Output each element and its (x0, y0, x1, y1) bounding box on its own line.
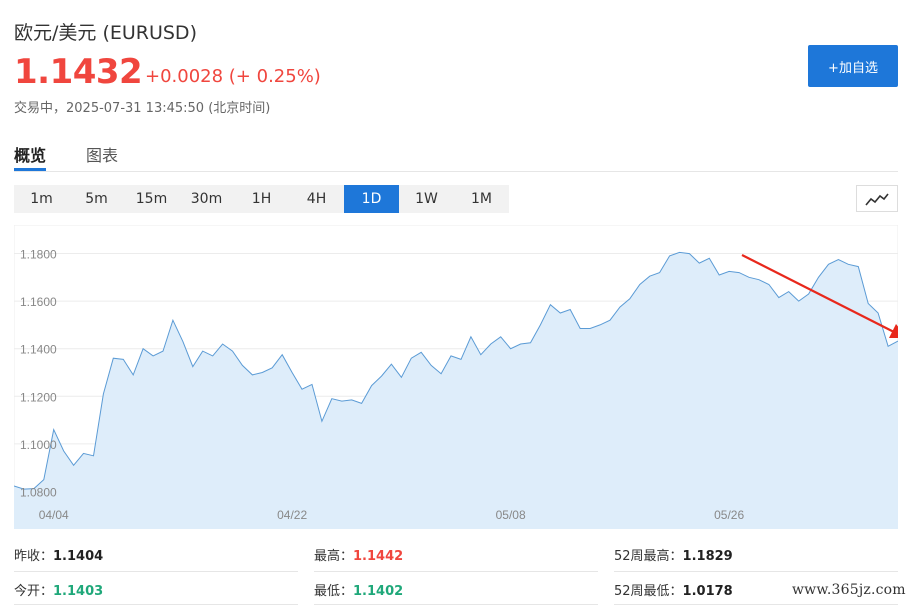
stat-label: 最高： (314, 549, 354, 564)
stat-value: 1.1402 (353, 584, 404, 599)
period-1h[interactable]: 1H (251, 191, 272, 207)
period-1mo[interactable]: 1M (471, 191, 492, 207)
price-area (14, 252, 898, 529)
x-tick-label: 05/08 (496, 508, 526, 522)
tab-chart[interactable]: 图表 (86, 146, 119, 165)
tab-bar: 概览 图表 (14, 138, 898, 172)
line-chart-icon (865, 193, 889, 206)
price-chart[interactable]: 1.1800 1.1600 1.1400 1.1200 1.1000 1.0800 04/0… (14, 225, 898, 529)
current-price: 1.1432 (14, 52, 143, 92)
x-tick-label: 04/04 (39, 508, 69, 522)
stat-label: 最低： (314, 584, 354, 599)
period-30m[interactable]: 30m (190, 191, 223, 207)
period-1d[interactable]: 1D (344, 185, 399, 213)
period-1m[interactable]: 1m (30, 191, 53, 207)
stats-divider (314, 571, 598, 572)
stat-label: 昨收： (14, 549, 54, 564)
stat-low: 最低：1.1402 (314, 580, 403, 599)
stats-divider (14, 604, 298, 605)
stat-label: 今开： (14, 584, 54, 599)
watermark: www.365jz.com (792, 582, 906, 598)
stat-label: 52周最高： (614, 549, 683, 564)
tab-overview[interactable]: 概览 (14, 146, 47, 165)
stat-prev-close: 昨收：1.1404 (14, 545, 103, 564)
stat-label: 52周最低： (614, 584, 683, 599)
add-to-watchlist-button[interactable]: +加自选 (808, 45, 898, 87)
period-selector: 1m 5m 15m 30m 1H 4H 1D 1W 1M (14, 185, 509, 213)
period-15m[interactable]: 15m (135, 191, 168, 207)
stat-value: 1.1403 (53, 584, 104, 599)
stat-52w-low: 52周最低：1.0178 (614, 580, 733, 599)
x-tick-label: 05/26 (714, 508, 744, 522)
period-1w[interactable]: 1W (415, 191, 438, 207)
y-tick-label: 1.1400 (20, 343, 57, 357)
y-tick-label: 1.1800 (20, 248, 57, 262)
x-tick-label: 04/22 (277, 508, 307, 522)
stat-open: 今开：1.1403 (14, 580, 103, 599)
y-tick-label: 1.1600 (20, 295, 57, 309)
stats-divider (614, 571, 898, 572)
stat-value: 1.0178 (682, 584, 733, 599)
active-tab-indicator (14, 168, 46, 171)
trading-status: 交易中，2025-07-31 13:45:50 (北京时间) (14, 101, 271, 116)
instrument-title: 欧元/美元 (EURUSD) (14, 22, 197, 44)
stat-52w-high: 52周最高：1.1829 (614, 545, 733, 564)
stat-value: 1.1404 (53, 549, 104, 564)
annotation-arrow-head (889, 324, 898, 338)
period-4h[interactable]: 4H (306, 191, 327, 207)
chart-type-toggle[interactable] (856, 185, 898, 212)
annotation-arrow-shaft (741, 254, 897, 334)
stat-value: 1.1829 (682, 549, 733, 564)
y-tick-label: 1.1000 (20, 438, 57, 452)
y-tick-label: 1.1200 (20, 390, 57, 404)
period-5m[interactable]: 5m (85, 191, 108, 207)
stats-divider (614, 604, 898, 605)
y-tick-label: 1.0800 (20, 485, 57, 499)
stats-panel: 昨收：1.1404 最高：1.1442 52周最高：1.1829 今开：1.14… (14, 540, 898, 608)
stats-divider (14, 571, 298, 572)
stat-high: 最高：1.1442 (314, 545, 403, 564)
stat-value: 1.1442 (353, 549, 404, 564)
stats-divider (314, 604, 598, 605)
price-line (14, 251, 898, 490)
price-change: +0.0028 (+ 0.25%) (145, 66, 321, 87)
